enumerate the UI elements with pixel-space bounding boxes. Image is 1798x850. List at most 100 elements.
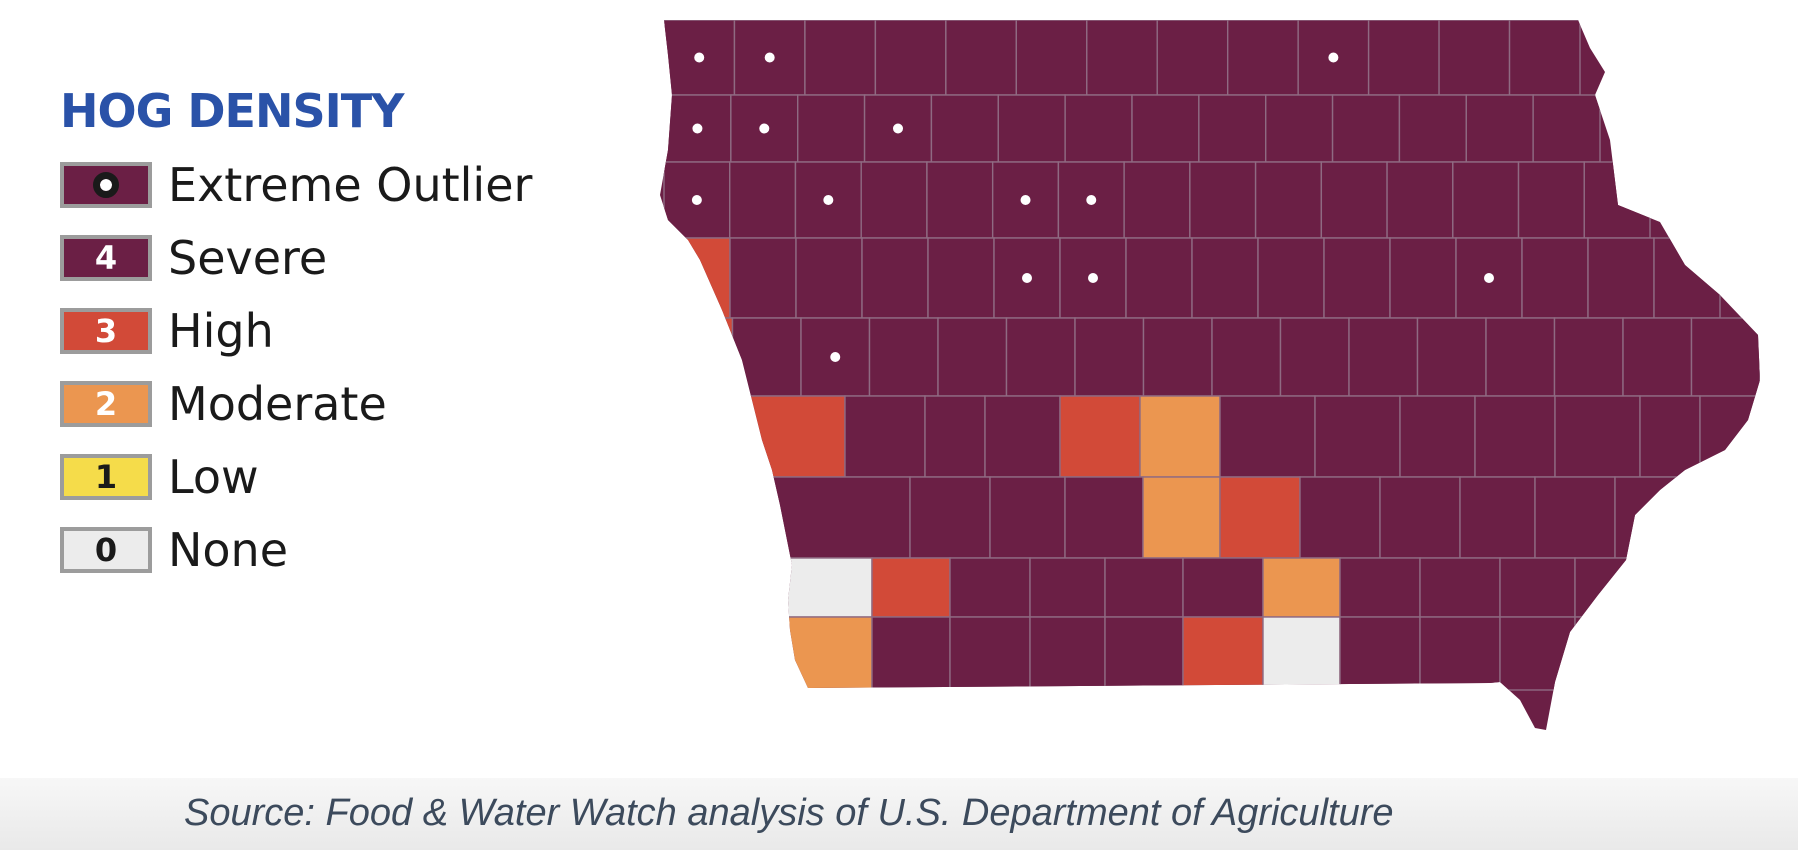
county-cell bbox=[1064, 476, 1144, 559]
county-cell bbox=[909, 476, 991, 559]
outlier-marker bbox=[1484, 273, 1494, 283]
county-cell bbox=[1189, 161, 1257, 239]
county-cell bbox=[1125, 237, 1193, 319]
outlier-marker bbox=[759, 123, 770, 134]
county-cell bbox=[1508, 20, 1581, 96]
county-cell bbox=[1583, 161, 1651, 239]
county-cell bbox=[1639, 395, 1701, 478]
county-cell bbox=[1323, 237, 1391, 319]
outlier-marker bbox=[692, 123, 703, 134]
county-cell bbox=[795, 237, 863, 319]
outlier-marker bbox=[694, 52, 705, 63]
county-cell bbox=[1029, 616, 1106, 691]
county-cell bbox=[1211, 317, 1282, 397]
county-cell bbox=[949, 616, 1031, 691]
county-cell bbox=[1465, 94, 1534, 163]
county-cell bbox=[1587, 237, 1655, 319]
legend-label: Low bbox=[168, 449, 259, 504]
county-cell bbox=[1015, 20, 1088, 96]
county-cell bbox=[1653, 237, 1721, 319]
county-cell bbox=[997, 94, 1066, 163]
county-cell bbox=[1699, 395, 1760, 478]
county-cell bbox=[1339, 616, 1421, 691]
legend-swatch-4: 4 bbox=[60, 234, 152, 281]
county-cell bbox=[984, 395, 1061, 478]
county-cell bbox=[1398, 94, 1467, 163]
legend-symbol: 3 bbox=[94, 311, 118, 350]
county-cell bbox=[1198, 94, 1267, 163]
county-cell bbox=[769, 476, 911, 559]
county-cell bbox=[926, 161, 994, 239]
footer: Source: Food & Water Watch analysis of U… bbox=[0, 778, 1798, 850]
county-cell bbox=[1131, 94, 1200, 163]
legend: HOG DENSITY Extreme Outlier 4 Severe 3 High 2… bbox=[60, 86, 580, 586]
county-cell bbox=[1257, 237, 1325, 319]
county-cell bbox=[779, 557, 873, 618]
county-cell bbox=[860, 161, 928, 239]
county-cell bbox=[1074, 317, 1145, 397]
legend-item-3: 3 High bbox=[60, 294, 580, 367]
county-cell bbox=[1521, 237, 1589, 319]
county-cell bbox=[1262, 557, 1341, 618]
county-cell bbox=[871, 557, 951, 618]
county-cell bbox=[1182, 616, 1264, 691]
legend-swatch-1: 1 bbox=[60, 453, 152, 500]
county-cell bbox=[1499, 557, 1576, 618]
county-cell bbox=[924, 395, 986, 478]
county-cell bbox=[1574, 616, 1661, 691]
legend-label: Severe bbox=[168, 230, 328, 285]
iowa-county-map bbox=[660, 20, 1760, 730]
legend-item-2: 2 Moderate bbox=[60, 367, 580, 440]
legend-title: HOG DENSITY bbox=[60, 84, 404, 138]
legend-item-outlier: Extreme Outlier bbox=[60, 148, 580, 221]
county-cell bbox=[1005, 317, 1076, 397]
outlier-marker bbox=[1086, 195, 1097, 205]
legend-item-0: 0 None bbox=[60, 513, 580, 586]
source-note: Source: Food & Water Watch analysis of U… bbox=[184, 792, 1394, 834]
county-cell bbox=[927, 237, 995, 319]
legend-symbol: 2 bbox=[94, 384, 118, 423]
legend-swatch-outlier bbox=[60, 161, 152, 208]
county-cell bbox=[1452, 161, 1520, 239]
county-cell bbox=[1574, 557, 1661, 618]
county-cell bbox=[1226, 20, 1299, 96]
county-cell bbox=[1622, 317, 1693, 397]
county-cell bbox=[1142, 317, 1213, 397]
county-cell bbox=[1367, 20, 1440, 96]
county-cell bbox=[868, 317, 939, 397]
county-cell bbox=[729, 237, 797, 319]
outlier-marker bbox=[1328, 52, 1339, 63]
county-cell bbox=[797, 94, 866, 163]
county-cell bbox=[1690, 317, 1760, 397]
county-cell bbox=[1389, 237, 1457, 319]
county-cell bbox=[729, 161, 797, 239]
county-cell bbox=[663, 237, 731, 319]
county-cell bbox=[1219, 395, 1316, 478]
county-cell bbox=[1386, 161, 1454, 239]
outlier-marker bbox=[764, 52, 775, 63]
outlier-marker bbox=[1647, 512, 1658, 523]
county-cell bbox=[949, 557, 1031, 618]
county-cell bbox=[663, 317, 734, 397]
county-cell bbox=[1059, 395, 1141, 478]
county-cell bbox=[1379, 476, 1461, 559]
outlier-marker bbox=[1720, 512, 1730, 523]
county-cell bbox=[1399, 395, 1476, 478]
county-cell bbox=[1416, 317, 1487, 397]
county-cell bbox=[1156, 20, 1229, 96]
county-cell bbox=[1320, 161, 1388, 239]
legend-label: Extreme Outlier bbox=[168, 157, 533, 212]
legend-label: High bbox=[168, 303, 274, 358]
county-cell bbox=[1348, 317, 1419, 397]
county-cell bbox=[1499, 616, 1576, 691]
county-cell bbox=[1553, 317, 1624, 397]
legend-item-4: 4 Severe bbox=[60, 221, 580, 294]
legend-label: Moderate bbox=[168, 376, 387, 431]
county-cell bbox=[804, 20, 877, 96]
county-cell bbox=[871, 616, 951, 691]
legend-symbol: 4 bbox=[94, 238, 118, 277]
legend-swatch-3: 3 bbox=[60, 307, 152, 354]
county-cell bbox=[945, 20, 1018, 96]
county-cell bbox=[1064, 94, 1133, 163]
outlier-marker bbox=[1088, 273, 1098, 283]
